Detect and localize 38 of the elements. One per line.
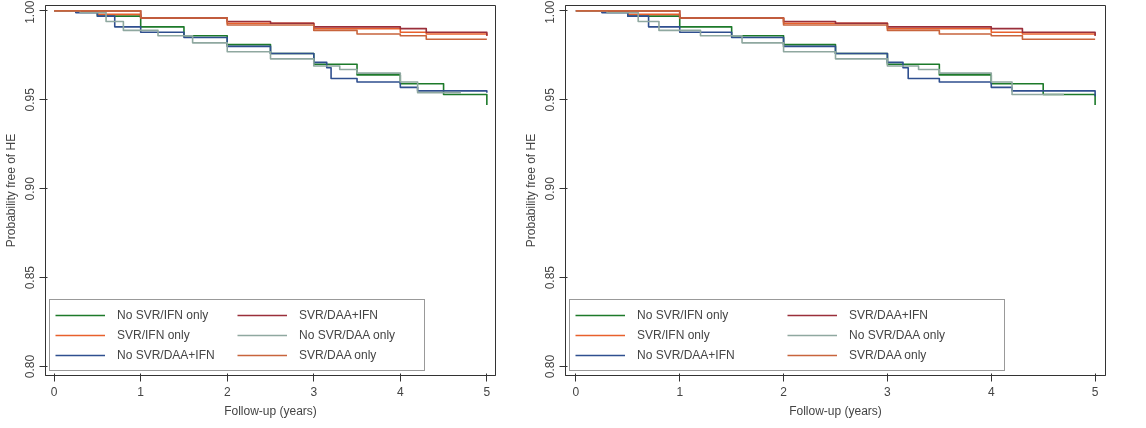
- y-tick-label: 0.85: [23, 265, 38, 290]
- legend-label: No SVR/IFN only: [637, 308, 730, 322]
- legend-label: No SVR/IFN only: [117, 308, 210, 322]
- legend-label: No SVR/DAA only: [299, 328, 397, 342]
- legend-label: No SVR/DAA+IFN: [117, 348, 216, 362]
- x-tick-label: 0: [572, 384, 580, 399]
- x-tick-label: 5: [1091, 384, 1099, 399]
- legend-label: SVR/IFN only: [117, 328, 191, 342]
- legend-label: SVR/DAA only: [299, 348, 378, 362]
- x-tick-label: 3: [310, 384, 318, 399]
- x-tick-label: 2: [223, 384, 231, 399]
- legend-label: SVR/IFN only: [637, 328, 711, 342]
- y-tick-label: 1.00: [23, 0, 38, 24]
- y-axis-title: Probability free of HE: [523, 133, 538, 248]
- legend-label: SVR/DAA+IFN: [849, 308, 930, 322]
- x-tick-label: 4: [987, 384, 995, 399]
- x-tick-label: 1: [137, 384, 145, 399]
- y-tick-label: 0.90: [543, 176, 558, 201]
- legend-label: No SVR/DAA only: [849, 328, 947, 342]
- x-axis-title: Follow-up (years): [789, 403, 882, 418]
- x-tick-label: 4: [396, 384, 404, 399]
- x-tick-label: 3: [884, 384, 892, 399]
- y-tick-label: 0.80: [23, 354, 38, 379]
- y-tick-label: 0.90: [23, 176, 38, 201]
- y-tick-label: 0.85: [543, 265, 558, 290]
- legend-label: No SVR/DAA+IFN: [637, 348, 736, 362]
- x-tick-label: 2: [780, 384, 788, 399]
- y-tick-label: 1.00: [543, 0, 558, 24]
- legend-label: SVR/DAA only: [849, 348, 928, 362]
- legend-label: SVR/DAA+IFN: [299, 308, 380, 322]
- y-tick-label: 0.95: [543, 87, 558, 112]
- x-tick-label: 0: [50, 384, 58, 399]
- y-tick-label: 0.95: [23, 87, 38, 112]
- y-tick-label: 0.80: [543, 354, 558, 379]
- x-axis-title: Follow-up (years): [224, 403, 317, 418]
- x-tick-label: 5: [483, 384, 491, 399]
- y-axis-title: Probability free of HE: [3, 133, 18, 248]
- x-tick-label: 1: [676, 384, 684, 399]
